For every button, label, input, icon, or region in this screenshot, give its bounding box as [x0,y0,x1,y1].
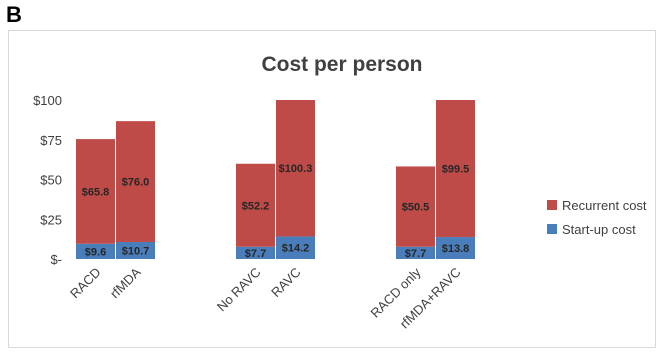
legend: Recurrent cost Start-up cost [547,198,647,237]
bar-recurrent-cost [276,100,315,237]
y-tick-label: $25 [40,212,62,227]
data-label-start-up-cost: $7.7 [405,248,426,260]
legend-label: Start-up cost [562,222,636,237]
data-label-start-up-cost: $9.6 [85,246,106,258]
y-tick-label: $- [50,252,62,267]
y-axis: $- $25 $50 $75 $100 [33,93,62,267]
bar-recurrent-cost [116,121,155,242]
bars: $9.6 $65.8 $10.7 $76.0 $7.7 $52.2 $14.2 $100.3 $… [76,100,475,260]
data-label-start-up-cost: $7.7 [245,248,266,260]
bar-recurrent-cost [436,100,475,238]
bar-start-up-cost [116,241,155,259]
chart-frame [8,30,656,348]
data-label-recurrent-cost: $100.3 [279,163,313,175]
legend-swatch [547,224,557,234]
data-label-recurrent-cost: $50.5 [402,202,430,214]
panel-letter: B [6,2,22,27]
x-tick-label: RAVC [268,265,303,300]
bar-start-up-cost [76,243,115,259]
x-tick-label: No RAVC [214,265,264,315]
bar-recurrent-cost [396,166,435,247]
bar-start-up-cost [396,246,435,259]
bar-start-up-cost [436,237,475,259]
data-label-recurrent-cost: $65.8 [82,186,110,198]
legend-swatch [547,200,557,210]
y-tick-label: $75 [40,133,62,148]
data-label-start-up-cost: $10.7 [122,245,150,257]
bar-start-up-cost [236,246,275,259]
data-label-start-up-cost: $13.8 [442,243,470,255]
data-label-recurrent-cost: $52.2 [242,200,270,212]
legend-label: Recurrent cost [562,198,647,213]
x-tick-label: RACD [67,265,104,302]
bar-recurrent-cost [236,163,275,247]
data-label-recurrent-cost: $99.5 [442,164,470,176]
bar-recurrent-cost [76,139,115,244]
chart-title: Cost per person [261,53,422,76]
y-tick-label: $100 [33,93,62,108]
data-label-start-up-cost: $14.2 [282,243,310,255]
bar-start-up-cost [276,236,315,259]
y-tick-label: $50 [40,173,62,188]
data-label-recurrent-cost: $76.0 [122,177,150,189]
x-tick-label: rfMDA [107,264,144,301]
